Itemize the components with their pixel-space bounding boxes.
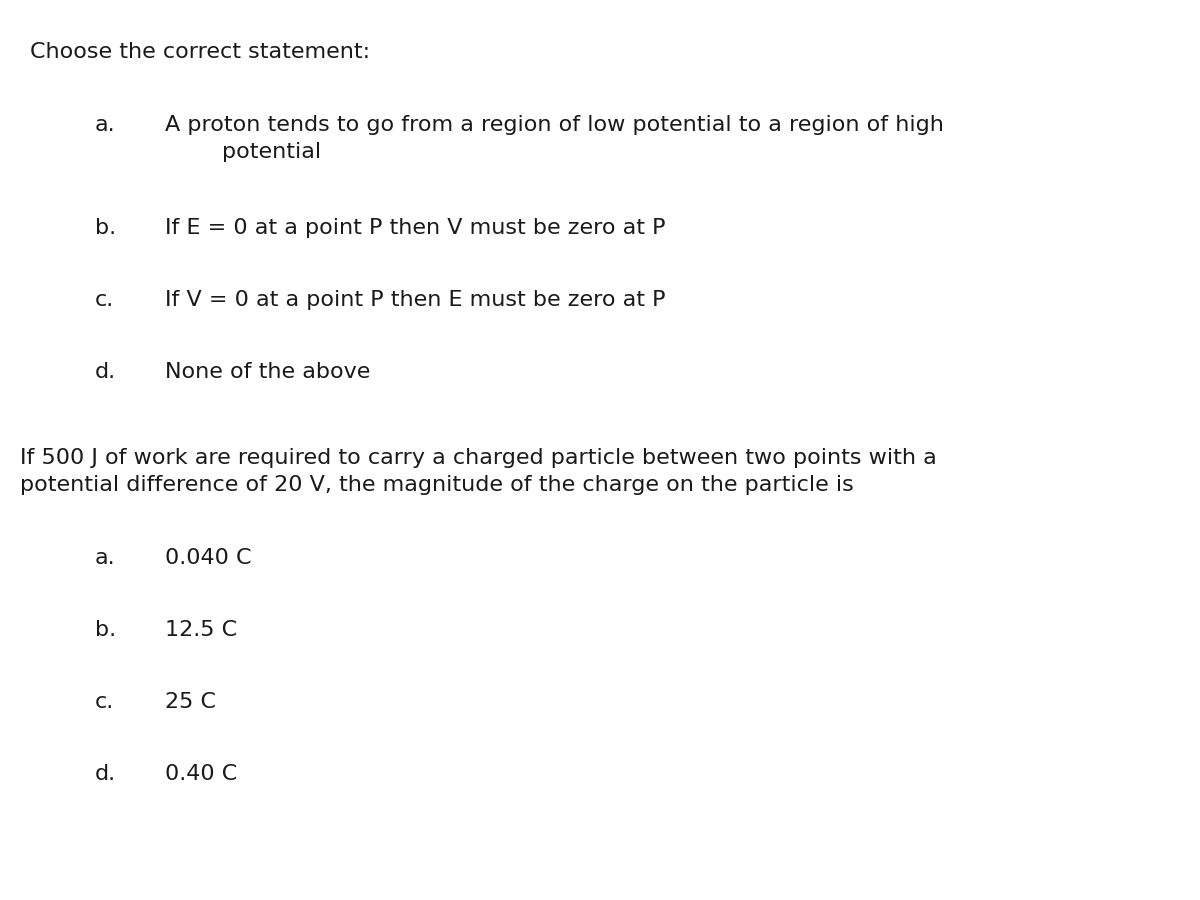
Text: a.: a.	[95, 548, 115, 568]
Text: 0.040 C: 0.040 C	[166, 548, 252, 568]
Text: If 500 J of work are required to carry a charged particle between two points wit: If 500 J of work are required to carry a…	[20, 448, 937, 495]
Text: d.: d.	[95, 764, 116, 784]
Text: 12.5 C: 12.5 C	[166, 620, 238, 640]
Text: 0.40 C: 0.40 C	[166, 764, 238, 784]
Text: b.: b.	[95, 218, 116, 238]
Text: c.: c.	[95, 290, 114, 310]
Text: a.: a.	[95, 115, 115, 135]
Text: b.: b.	[95, 620, 116, 640]
Text: A proton tends to go from a region of low potential to a region of high
        : A proton tends to go from a region of lo…	[166, 115, 944, 162]
Text: Choose the correct statement:: Choose the correct statement:	[30, 42, 370, 62]
Text: None of the above: None of the above	[166, 362, 371, 382]
Text: If V = 0 at a point P then E must be zero at P: If V = 0 at a point P then E must be zer…	[166, 290, 666, 310]
Text: If E = 0 at a point P then V must be zero at P: If E = 0 at a point P then V must be zer…	[166, 218, 666, 238]
Text: d.: d.	[95, 362, 116, 382]
Text: c.: c.	[95, 692, 114, 712]
Text: 25 C: 25 C	[166, 692, 216, 712]
